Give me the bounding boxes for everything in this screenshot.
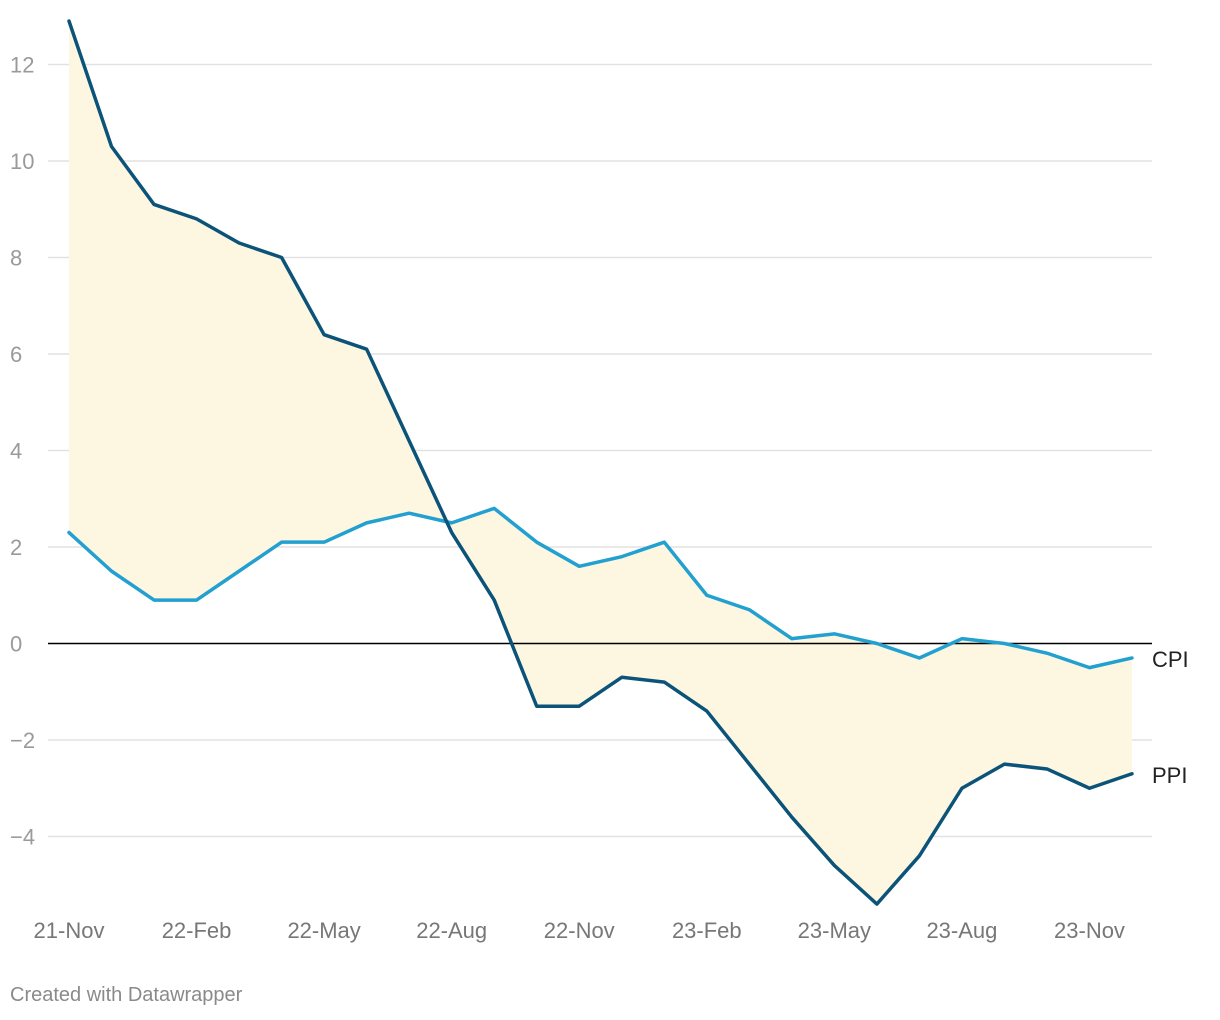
x-tick-label: 22-May	[287, 918, 360, 943]
y-tick-label: −2	[10, 728, 35, 753]
y-tick-label: 10	[10, 149, 34, 174]
y-tick-label: 2	[10, 535, 22, 560]
y-axis-ticks: 12 10 8 6 4 2 0 −2 −4	[10, 53, 35, 850]
y-tick-label: 4	[10, 439, 22, 464]
x-tick-label: 23-Nov	[1054, 918, 1125, 943]
x-tick-label: 23-Feb	[672, 918, 742, 943]
credit-text: Created with Datawrapper	[10, 984, 243, 1006]
series-lines	[67, 19, 1134, 906]
series-line-cpi	[67, 506, 1134, 670]
x-axis-ticks: 21-Nov 22-Feb 22-May 22-Aug 22-Nov 23-Feb 23-M…	[34, 918, 1125, 943]
y-tick-label: 0	[10, 632, 22, 657]
x-tick-label: 21-Nov	[34, 918, 105, 943]
x-tick-label: 23-May	[798, 918, 871, 943]
shaded-gap-area	[69, 21, 1132, 905]
y-tick-label: −4	[10, 825, 35, 850]
series-labels: CPI PPI	[1152, 647, 1189, 788]
y-tick-label: 12	[10, 53, 34, 78]
x-tick-label: 22-Nov	[544, 918, 615, 943]
x-tick-label: 23-Aug	[926, 918, 997, 943]
series-label-ppi: PPI	[1152, 763, 1187, 788]
series-label-cpi: CPI	[1152, 647, 1189, 672]
y-tick-label: 8	[10, 246, 22, 271]
x-tick-label: 22-Aug	[416, 918, 487, 943]
x-tick-label: 22-Feb	[162, 918, 232, 943]
series-line-ppi	[67, 19, 1134, 906]
y-tick-label: 6	[10, 342, 22, 367]
area-between-series	[69, 21, 1132, 905]
